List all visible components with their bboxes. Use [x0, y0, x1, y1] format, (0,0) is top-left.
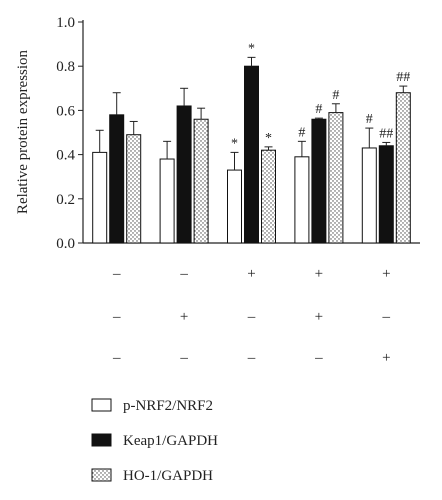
treatment-sign: +: [382, 350, 390, 366]
bar: [311, 118, 327, 244]
significance-mark: ##: [379, 126, 393, 141]
y-tick-label: 0.8: [56, 59, 75, 75]
bar: [92, 151, 108, 244]
treatment-sign: –: [179, 266, 188, 282]
treatment-sign: +: [247, 266, 255, 282]
significance-mark: #: [332, 88, 339, 103]
treatment-sign: –: [112, 350, 121, 366]
y-tick-label: 0.2: [56, 192, 75, 208]
bar: [176, 105, 192, 244]
treatment-sign: +: [315, 266, 323, 282]
significance-mark: *: [231, 136, 238, 151]
legend-swatch: [91, 468, 112, 482]
treatment-sign: –: [112, 266, 121, 282]
treatment-sign: –: [382, 309, 391, 325]
treatment-table: – – + + + – + – + – – – – – +: [112, 266, 391, 366]
y-tick-label: 0.4: [56, 148, 75, 164]
legend-label: p-NRF2/NRF2: [123, 398, 213, 414]
y-tick-label: 0.0: [56, 236, 75, 252]
significance-mark: *: [248, 41, 255, 56]
bar: [227, 169, 242, 244]
bar: [159, 158, 175, 244]
treatment-sign: –: [179, 350, 188, 366]
y-tick-label: 0.6: [56, 103, 75, 119]
bar: [294, 156, 310, 244]
significance-mark: *: [265, 131, 272, 146]
bar: [193, 118, 209, 244]
treatment-sign: –: [247, 350, 256, 366]
significance-mark: ##: [396, 70, 410, 85]
bar: [109, 114, 125, 244]
bar: [244, 65, 259, 244]
bar: [361, 147, 377, 244]
legend-swatch: [91, 398, 112, 412]
treatment-sign: –: [314, 350, 323, 366]
significance-mark: #: [298, 125, 305, 140]
y-axis-label: Relative protein expression: [15, 49, 31, 214]
treatment-sign: –: [247, 309, 256, 325]
plot-area: 0.00.20.40.60.81.0*** ########: [56, 15, 420, 252]
y-tick-label: 1.0: [56, 15, 75, 31]
legend-label: HO-1/GAPDH: [123, 468, 213, 484]
legend-swatch: [91, 433, 112, 447]
bar: [378, 145, 394, 244]
bar: [395, 92, 411, 244]
treatment-sign: +: [315, 309, 323, 325]
treatment-sign: +: [382, 266, 390, 282]
treatment-sign: +: [180, 309, 188, 325]
significance-mark: #: [366, 112, 373, 127]
legend: p-NRF2/NRF2 Keap1/GAPDH HO-1/GAPDH: [91, 398, 218, 484]
treatment-sign: –: [112, 309, 121, 325]
bar: [126, 134, 142, 244]
bar: [328, 112, 344, 244]
significance-mark: #: [315, 102, 322, 117]
bar: [261, 149, 276, 244]
legend-label: Keap1/GAPDH: [123, 433, 218, 449]
